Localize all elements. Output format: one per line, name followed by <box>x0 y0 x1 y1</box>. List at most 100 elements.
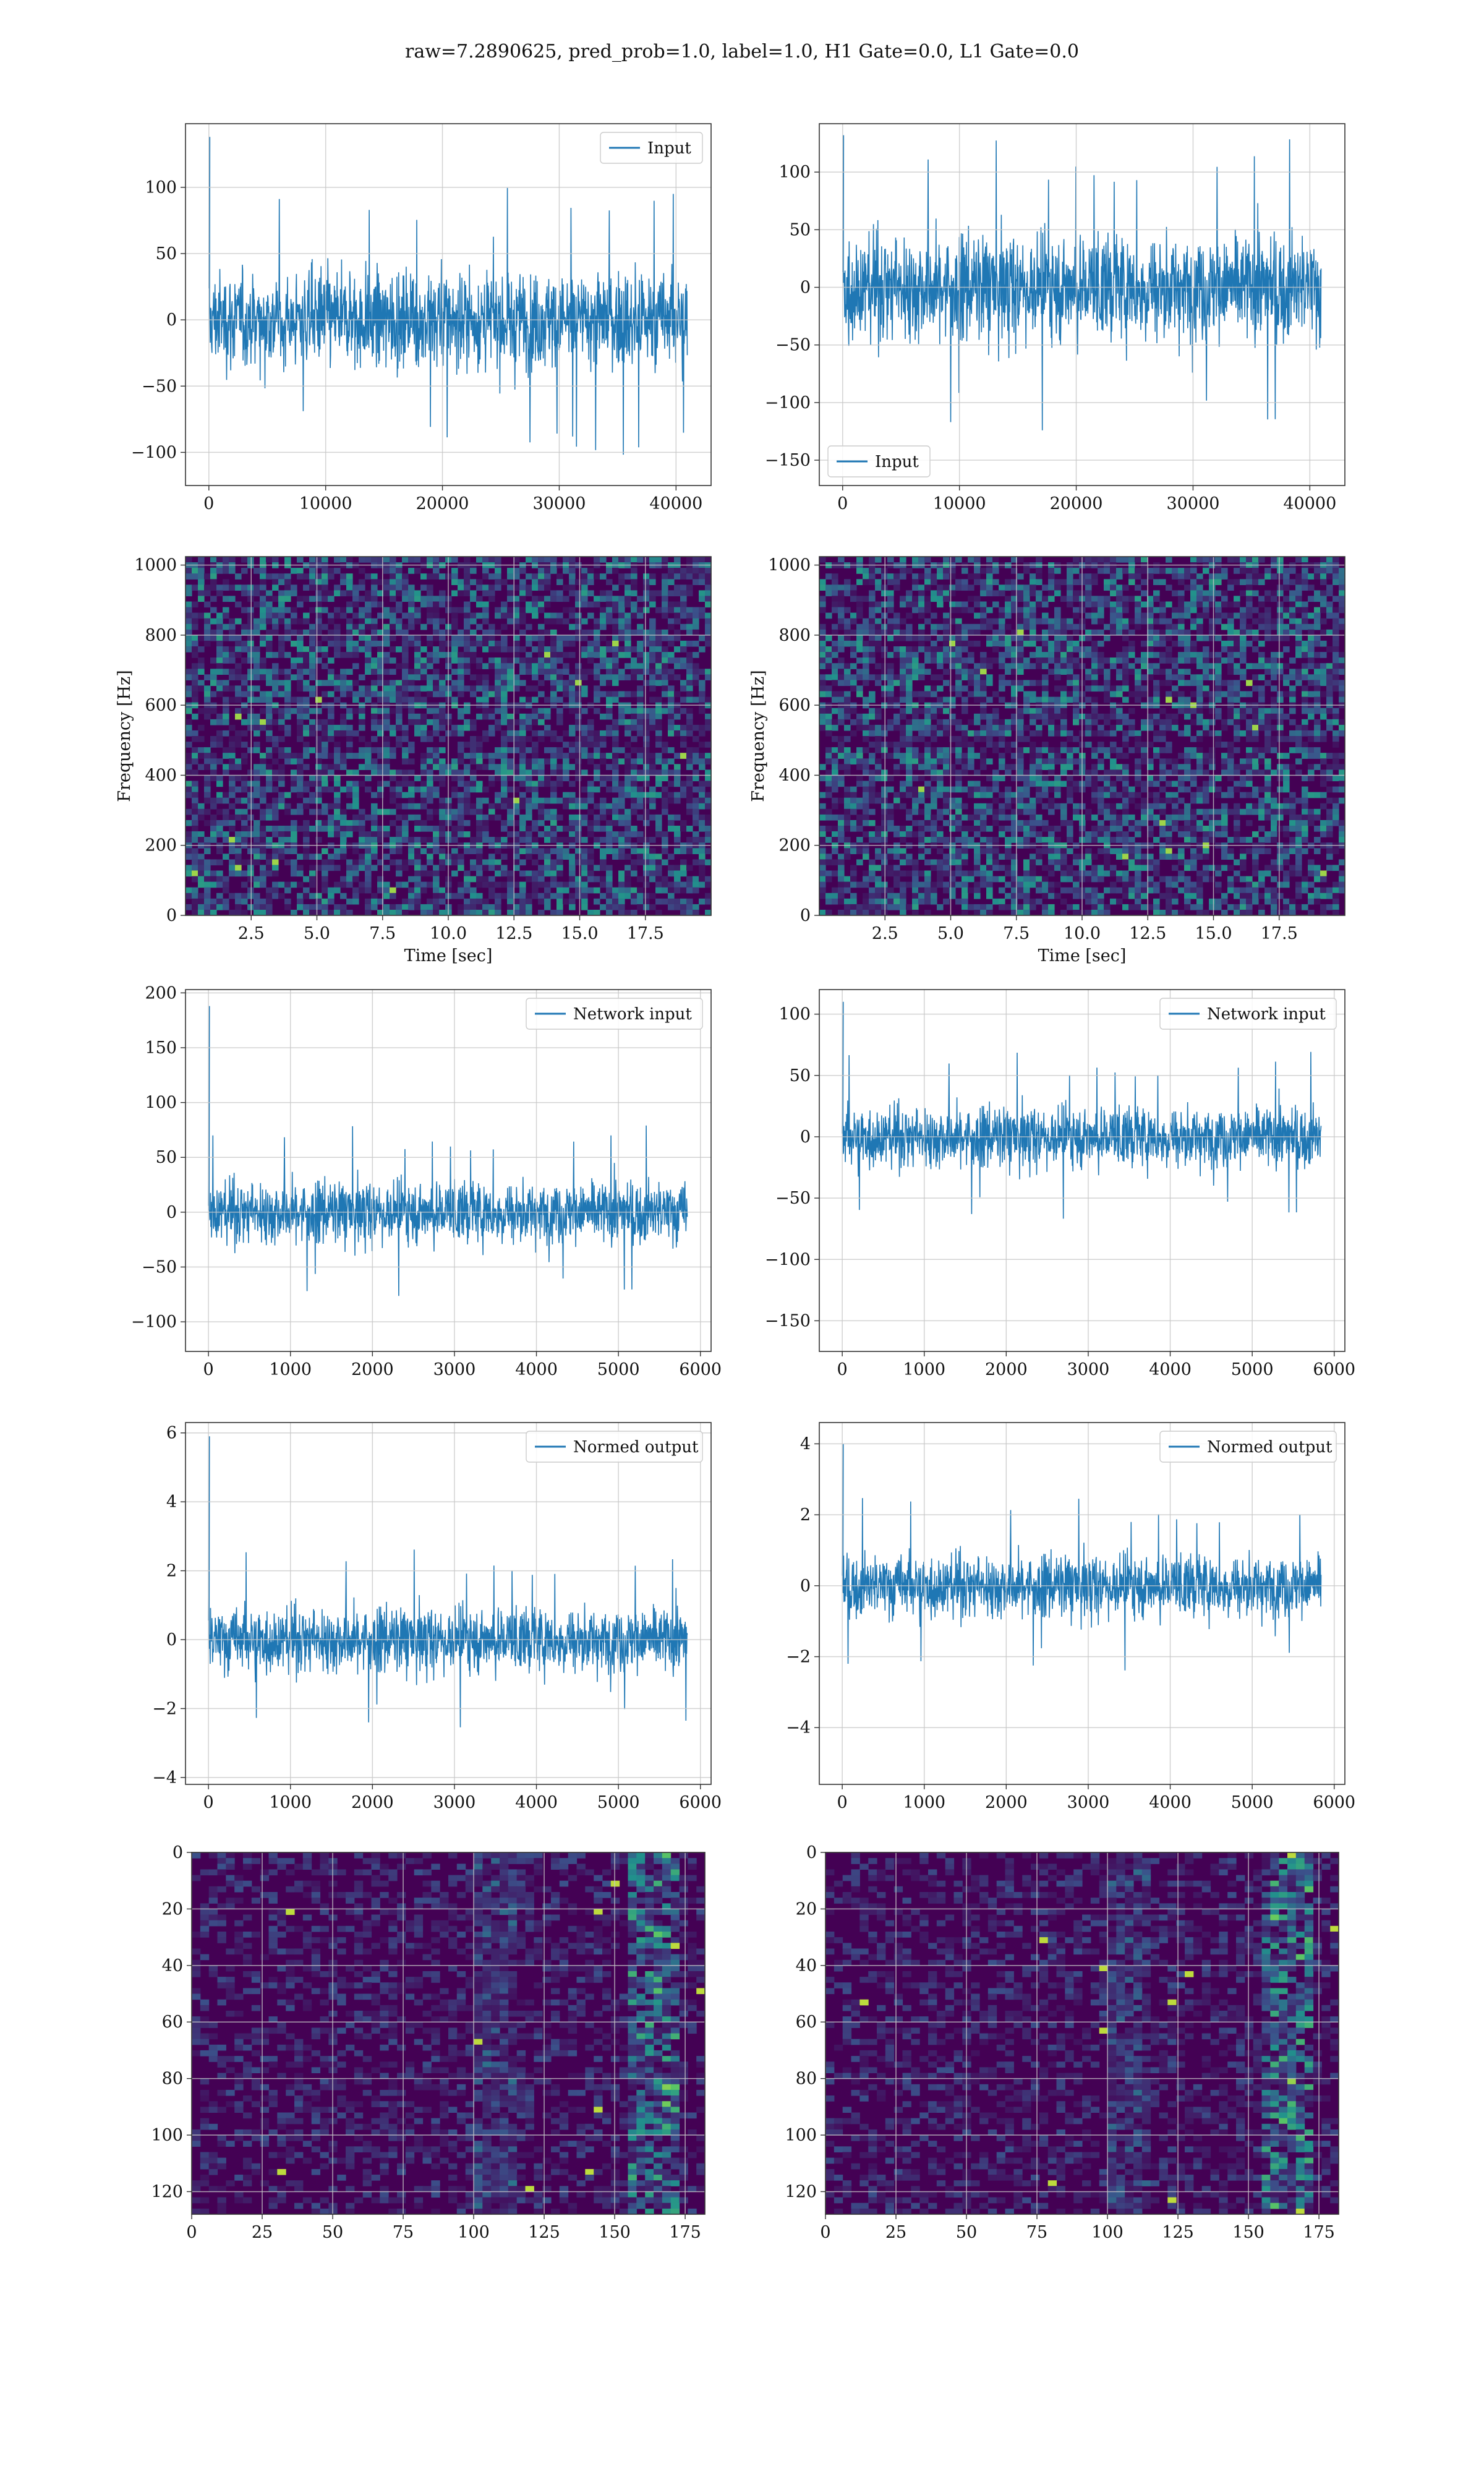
heatmap-cell <box>1054 584 1061 591</box>
heatmap-cell <box>612 584 619 591</box>
heatmap-cell <box>408 898 415 905</box>
heatmap-cell <box>1030 652 1036 658</box>
heatmap-cell <box>303 820 310 826</box>
heatmap-cell <box>556 674 563 680</box>
heatmap-cell <box>1240 646 1247 653</box>
heatmap-cell <box>668 713 675 720</box>
heatmap-cell <box>587 724 594 731</box>
heatmap-cell <box>346 859 353 866</box>
heatmap-cell <box>476 881 483 888</box>
heatmap-cell <box>662 848 668 854</box>
heatmap-cell <box>365 646 372 653</box>
heatmap-cell <box>999 629 1005 636</box>
heatmap-cell <box>254 629 260 636</box>
heatmap-cell <box>284 881 291 888</box>
heatmap-cell <box>260 909 267 916</box>
heatmap-cell <box>1005 584 1012 591</box>
heatmap-cell <box>451 775 458 782</box>
heatmap-cell <box>569 892 576 899</box>
heatmap-cell <box>643 854 650 860</box>
heatmap-cell <box>470 568 477 574</box>
heatmap-cell <box>1128 669 1135 675</box>
x-axis-label: Time [sec] <box>404 946 493 965</box>
heatmap-cell <box>825 663 832 669</box>
heatmap-cell <box>476 786 483 793</box>
heatmap-cell <box>618 646 625 653</box>
heatmap-cell <box>1215 573 1222 580</box>
heatmap-cell <box>284 848 291 854</box>
heatmap-cell <box>284 590 291 597</box>
heatmap-cell <box>606 601 613 608</box>
heatmap-cell <box>433 674 440 680</box>
heatmap-cell <box>825 584 832 591</box>
heatmap-cell <box>1277 674 1284 680</box>
heatmap-cell <box>563 635 569 641</box>
heatmap-cell <box>705 848 712 854</box>
heatmap-cell <box>501 881 508 888</box>
heatmap-cell <box>912 607 919 614</box>
heatmap-cell <box>668 568 675 574</box>
heatmap-cell <box>705 612 712 619</box>
heatmap-cell <box>247 814 254 821</box>
heatmap-cell <box>458 669 464 675</box>
heatmap-cell <box>390 573 396 580</box>
heatmap-cell <box>1184 573 1191 580</box>
heatmap-cell <box>631 607 638 614</box>
heatmap-cell <box>223 657 229 664</box>
heatmap-cell <box>526 814 532 821</box>
heatmap-cell <box>980 663 987 669</box>
heatmap-cell <box>402 898 409 905</box>
heatmap-cell <box>1258 596 1265 602</box>
heatmap-cell <box>192 736 198 742</box>
heatmap-cell <box>1277 652 1284 658</box>
heatmap-cell <box>705 596 712 602</box>
heatmap-cell <box>631 747 638 753</box>
heatmap-cell <box>513 892 520 899</box>
heatmap-cell <box>686 708 693 714</box>
heatmap-cell <box>365 854 372 860</box>
heatmap-cell <box>625 724 631 731</box>
heatmap-cell <box>532 669 539 675</box>
heatmap-cell <box>1264 568 1271 574</box>
heatmap-cell <box>856 623 863 630</box>
heatmap-cell <box>544 898 551 905</box>
heatmap-cell <box>501 612 508 619</box>
heatmap-cell <box>581 590 588 597</box>
heatmap-cell <box>1067 663 1073 669</box>
heatmap-cell <box>569 870 576 877</box>
heatmap-cell <box>260 753 267 759</box>
heatmap-cell <box>612 640 619 647</box>
heatmap-cell <box>439 764 446 770</box>
heatmap-cell <box>408 904 415 910</box>
heatmap-cell <box>427 719 433 726</box>
heatmap-cell <box>1314 596 1321 602</box>
heatmap-cell <box>365 742 372 748</box>
heatmap-cell <box>563 680 569 687</box>
heatmap-cell <box>931 640 937 647</box>
heatmap-cell <box>1048 596 1055 602</box>
heatmap-cell <box>1289 601 1296 608</box>
heatmap-cell <box>470 685 477 692</box>
heatmap-cell <box>1067 680 1073 687</box>
heatmap-cell <box>674 724 681 731</box>
heatmap-cell <box>383 640 390 647</box>
heatmap-cell <box>377 792 384 798</box>
heatmap-cell <box>229 674 236 680</box>
heatmap-cell <box>254 881 260 888</box>
heatmap-cell <box>968 584 974 591</box>
heatmap-cell <box>526 870 532 877</box>
heatmap-cell <box>513 685 520 692</box>
heatmap-cell <box>1314 590 1321 597</box>
heatmap-cell <box>346 865 353 871</box>
heatmap-cell <box>924 669 931 675</box>
heatmap-cell <box>686 797 693 804</box>
heatmap-cell <box>680 820 687 826</box>
heatmap-cell <box>575 736 582 742</box>
heatmap-cell <box>322 753 328 759</box>
heatmap-cell <box>532 892 539 899</box>
heatmap-cell <box>674 826 681 832</box>
heatmap-cell <box>569 674 576 680</box>
heatmap-cell <box>402 803 409 810</box>
heatmap-cell <box>538 646 545 653</box>
heatmap-cell <box>1023 680 1030 687</box>
